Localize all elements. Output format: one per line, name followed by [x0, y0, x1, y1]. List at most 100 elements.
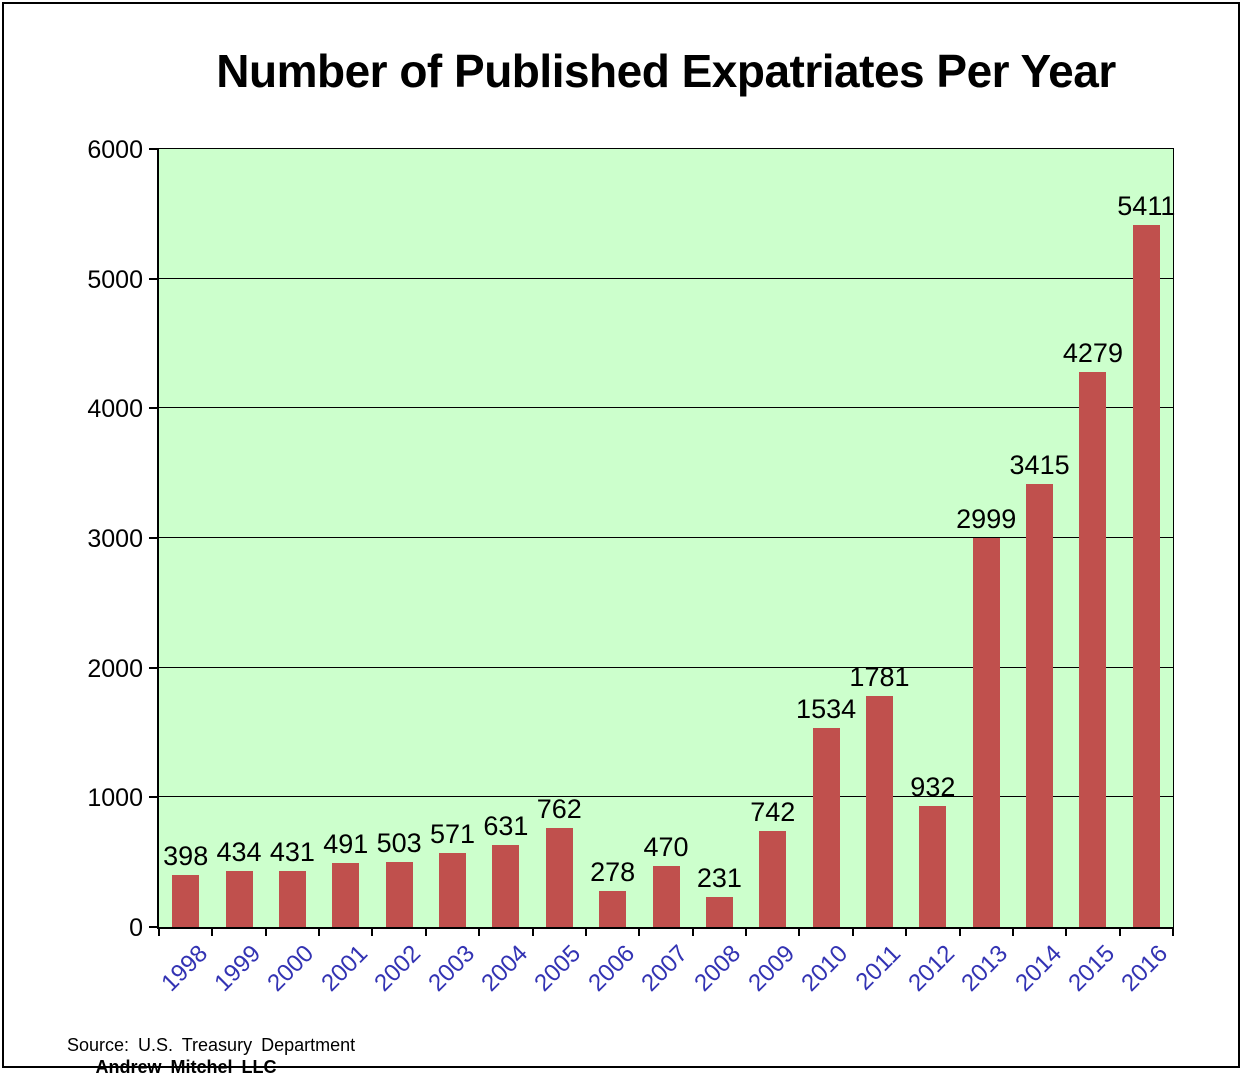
bar-2012	[919, 806, 947, 927]
bar-value-label-2016: 5411	[1117, 191, 1176, 222]
bar-value-label-2009: 742	[750, 796, 796, 827]
bar-value-label-2014: 3415	[1009, 450, 1070, 481]
x-tick-mark-15	[958, 928, 961, 936]
bar-2016	[1132, 225, 1160, 927]
x-tick-label-1998: 1998	[155, 940, 213, 997]
bar-value-label-2008: 231	[696, 863, 742, 894]
bar-2003	[439, 852, 467, 927]
bar-value-label-2004: 631	[483, 811, 529, 842]
bar-2015	[1079, 372, 1107, 927]
plot-background	[159, 149, 1173, 927]
bar-2014	[1026, 484, 1054, 927]
x-tick-mark-0	[158, 928, 160, 936]
y-tick-label-5000: 5000	[87, 265, 143, 294]
bar-2002	[385, 861, 413, 927]
bar-value-label-2007: 470	[643, 832, 689, 863]
x-tick-label-2012: 2012	[903, 940, 960, 997]
x-tick-label-2016: 2016	[1116, 940, 1174, 997]
x-tick-label-2000: 2000	[262, 940, 320, 997]
bar-2001	[332, 863, 360, 927]
y-tick-label-4000: 4000	[87, 395, 143, 424]
x-tick-label-2013: 2013	[956, 940, 1014, 997]
x-tick-mark-1	[211, 928, 214, 936]
y-tick-label-0: 0	[129, 914, 143, 942]
x-tick-mark-14	[905, 928, 908, 936]
x-tick-mark-10	[691, 928, 694, 936]
bar-value-label-2001: 491	[323, 829, 369, 860]
bar-2008	[705, 897, 733, 927]
chart-title: Number of Published Expatriates Per Year	[216, 45, 1116, 97]
y-tick-label-1000: 1000	[87, 784, 143, 813]
bar-1999	[225, 870, 253, 927]
y-tick-mark-3000	[149, 537, 157, 539]
bar-value-label-1999: 434	[216, 836, 262, 867]
bar-2010	[812, 728, 840, 927]
gridline-5000	[159, 277, 1173, 279]
source-line-2: Andrew Mitchel LLC	[95, 1057, 277, 1077]
x-tick-label-2004: 2004	[476, 940, 533, 997]
x-tick-label-2003: 2003	[422, 940, 480, 997]
bar-value-label-2010: 1534	[796, 694, 857, 725]
bar-2013	[972, 538, 1000, 927]
x-tick-label-2015: 2015	[1063, 940, 1121, 997]
bar-value-label-2011: 1781	[849, 662, 910, 693]
x-tick-mark-18	[1118, 928, 1121, 936]
x-tick-mark-8	[584, 928, 587, 936]
x-tick-mark-13	[851, 928, 854, 936]
y-tick-label-3000: 3000	[87, 525, 143, 553]
gridline-4000	[159, 407, 1173, 409]
x-tick-label-2008: 2008	[689, 940, 747, 997]
y-tick-mark-5000	[149, 277, 157, 280]
y-tick-mark-2000	[149, 666, 157, 669]
x-tick-label-2001: 2001	[316, 940, 373, 997]
source-note: Source: U.S. Treasury Department Andrew …	[67, 1035, 356, 1078]
bar-2004	[492, 845, 520, 927]
bar-value-label-2013: 2999	[956, 504, 1017, 535]
bar-2011	[865, 696, 893, 927]
y-tick-mark-0	[149, 926, 157, 928]
y-tick-mark-1000	[149, 796, 157, 799]
bar-value-label-2006: 278	[590, 856, 636, 887]
x-tick-mark-16	[1011, 928, 1014, 936]
x-tick-mark-9	[638, 928, 641, 936]
x-tick-label-2011: 2011	[850, 940, 907, 996]
x-tick-mark-3	[318, 928, 321, 936]
x-tick-mark-2	[264, 928, 267, 936]
x-tick-label-2002: 2002	[369, 940, 427, 997]
bar-2006	[599, 890, 627, 927]
x-tick-label-2006: 2006	[582, 940, 640, 997]
x-tick-label-1999: 1999	[209, 940, 267, 997]
bar-2009	[759, 830, 787, 927]
y-tick-mark-4000	[149, 407, 157, 410]
x-tick-mark-12	[798, 928, 801, 936]
x-tick-label-2010: 2010	[796, 940, 854, 997]
bar-value-label-2005: 762	[536, 794, 582, 825]
bar-value-label-2012: 932	[910, 772, 956, 803]
x-tick-mark-7	[531, 928, 534, 936]
x-tick-mark-11	[745, 928, 748, 936]
x-tick-label-2007: 2007	[636, 940, 694, 997]
gridline-1000	[159, 796, 1173, 798]
bar-1998	[172, 875, 200, 927]
bar-value-label-2003: 571	[429, 818, 476, 849]
source-line-1: Source: U.S. Treasury Department	[67, 1035, 356, 1055]
bar-value-label-1998: 398	[163, 841, 209, 872]
bar-2005	[545, 828, 573, 927]
x-tick-mark-19	[1172, 928, 1174, 936]
gridline-3000	[159, 537, 1173, 538]
y-tick-mark-6000	[149, 148, 157, 150]
y-tick-label-6000: 6000	[87, 136, 143, 164]
bar-2000	[278, 871, 306, 927]
gridline-2000	[159, 666, 1173, 668]
y-tick-label-2000: 2000	[87, 654, 143, 683]
bar-2007	[652, 866, 680, 927]
bar-value-label-2015: 4279	[1062, 338, 1123, 369]
plot-area: 398 434 431 491 503 571 631 762 278 470 231 742 1534…	[157, 148, 1175, 929]
x-tick-label-2009: 2009	[742, 940, 800, 997]
bar-value-label-2000: 431	[269, 837, 315, 868]
x-tick-mark-6	[478, 928, 481, 936]
x-tick-mark-17	[1065, 928, 1068, 936]
x-tick-label-2014: 2014	[1009, 940, 1067, 997]
bar-value-label-2002: 503	[376, 827, 422, 858]
